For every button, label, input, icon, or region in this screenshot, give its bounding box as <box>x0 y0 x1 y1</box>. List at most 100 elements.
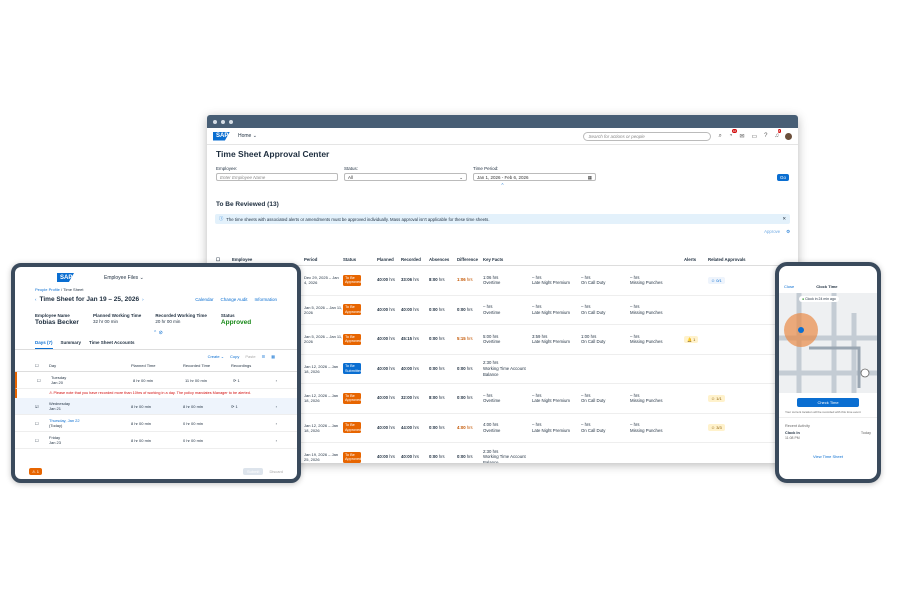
crumb-people-profile[interactable]: People Profile <box>35 287 60 292</box>
window-chrome <box>207 115 798 128</box>
info-text: The time sheets with associated alerts o… <box>226 216 490 222</box>
warning-count[interactable]: ⚠ 1 <box>29 468 42 475</box>
expand-icon[interactable]: ⌃ ⊘ <box>153 330 163 336</box>
day-row[interactable]: ☐ Thursday, Jan 22 (Today) 8 hr 00 min 0 … <box>15 415 297 432</box>
header-facts: Employee Name Tobias Becker Planned Worki… <box>15 303 297 326</box>
table-row[interactable]: ☐ Jan 19, 2026 – Jan 25, 2026 To Be Appr… <box>216 443 792 463</box>
table-row[interactable]: Jan 5, 2026 – Jan 11, 2026 To Be Approve… <box>216 325 792 355</box>
col-planned: Planned Time <box>131 363 156 368</box>
title-bar: ‹ Time Sheet for Jan 19 – 25, 2026 › Cal… <box>15 292 297 303</box>
table-row[interactable]: ☐ Jan 12, 2026 – Jan 18, 2026 To Be Appr… <box>216 384 792 414</box>
day-row[interactable]: ☑ Wednesday Jan 21 8 hr 00 min 8 hr 00 mi… <box>15 398 297 415</box>
navigate-icon[interactable]: › <box>275 437 277 443</box>
check-time-button[interactable]: Check Time <box>797 398 859 407</box>
day-cell: Thursday, Jan 22 (Today) <box>49 418 80 428</box>
prev-icon[interactable]: ‹ <box>35 297 37 302</box>
fact-late-night: – hrs Late Night Premium <box>532 392 570 404</box>
clock-note: ● Clock in 24 min ago <box>799 296 839 302</box>
related-approvals-badge[interactable]: ☺ 3/3 <box>708 424 725 432</box>
period-cell: Jan 5, 2026 – Jan 11, 2026 <box>304 334 343 345</box>
view-timesheet-link[interactable]: View Time Sheet <box>813 454 843 459</box>
collapse-header-icon[interactable]: ⌃ <box>500 183 505 189</box>
col-key-facts: Key Facts <box>483 257 504 263</box>
table-row[interactable]: ☐ Jan 12, 2026 – Jan 18, 2026 To Be Subm… <box>216 355 792 384</box>
notifications-icon[interactable]: ◔ 10 <box>728 129 738 139</box>
day-row[interactable]: ☐ Friday Jan 23 8 hr 00 min 0 hr 00 min › <box>15 432 297 449</box>
discard-button[interactable]: Discard <box>269 469 283 474</box>
col-recorded: Recorded Time <box>183 363 211 368</box>
related-cell: ☺ 1/1 <box>708 394 748 402</box>
settings-icon[interactable]: ⚙ <box>786 229 790 234</box>
table-row[interactable]: Dec 29, 2025 – Jan 4, 2026 To Be Approve… <box>216 266 792 296</box>
tab-summary[interactable]: Summary <box>60 340 82 345</box>
search-icon[interactable]: ⌕ <box>718 132 722 139</box>
messages-icon[interactable]: ✉ <box>739 133 745 140</box>
recorded-cell: 45:15 hrs <box>401 336 420 342</box>
employee-input[interactable]: Enter Employee Name <box>216 173 338 181</box>
tab-days[interactable]: Days (7) <box>35 340 53 349</box>
home-menu[interactable]: Home ⌄ <box>238 133 257 139</box>
absences-cell: 8:00 hrs <box>429 277 445 283</box>
chat-icon[interactable]: ▭ <box>751 133 758 140</box>
crumb-time-sheet: Time Sheet <box>63 287 84 292</box>
fact-late-night: – hrs Late Night Premium <box>532 422 570 433</box>
sap-logo[interactable]: SAP <box>57 273 74 282</box>
paste-button[interactable]: Paste <box>245 354 256 359</box>
col-difference: Difference <box>457 257 479 263</box>
alert-badge[interactable]: 🔔 1 <box>684 335 699 343</box>
related-approvals-badge[interactable]: ☺ 0/1 <box>708 276 725 284</box>
map[interactable]: ● Clock in 24 min ago <box>779 293 877 393</box>
next-icon[interactable]: › <box>142 297 144 302</box>
day-checkbox[interactable]: ☑ <box>35 403 39 409</box>
avatar[interactable] <box>785 132 792 140</box>
status-select[interactable]: All ⌄ <box>344 173 467 181</box>
navigate-icon[interactable]: › <box>275 403 277 409</box>
submit-button[interactable]: Submit <box>242 468 264 475</box>
status-badge: To Be Submitted <box>343 363 363 375</box>
calendar-view-icon[interactable]: ▦ <box>271 354 275 359</box>
status-badge: To Be Approved <box>343 392 362 404</box>
info-strip: ⓘ The time sheets with associated alerts … <box>215 214 790 224</box>
change-audit-link[interactable]: Change Audit <box>220 297 248 302</box>
period-cell: Jan 12, 2026 – Jan 18, 2026 <box>304 393 339 404</box>
select-all-checkbox[interactable]: ☐ <box>35 363 39 368</box>
period-input[interactable]: Jan 1, 2026 - Feb 6, 2026 ▦ <box>473 173 596 181</box>
table-row[interactable]: ☐ Jan 12, 2026 – Jan 18, 2026 To Be Appr… <box>216 414 792 443</box>
day-checkbox[interactable]: ☐ <box>35 437 39 443</box>
go-button[interactable]: Go <box>776 174 789 181</box>
copy-button[interactable]: Copy <box>230 354 240 359</box>
bell-icon[interactable]: ♫ 8 <box>774 129 782 139</box>
help-icon[interactable]: ? <box>764 133 768 139</box>
navigate-icon[interactable]: › <box>275 420 277 426</box>
status-cell: To Be Submitted <box>343 363 377 375</box>
create-button[interactable]: Create ⌄ <box>207 354 225 359</box>
app-menu[interactable]: Employee Files ⌄ <box>104 274 144 281</box>
day-row[interactable]: ☐ Tuesday Jan 20 8 hr 00 min 11 hr 00 min… <box>15 372 297 389</box>
navigate-icon[interactable]: › <box>275 377 277 383</box>
close-icon[interactable]: ✕ <box>782 216 786 221</box>
select-all-checkbox[interactable]: ☐ <box>216 257 220 263</box>
search-input[interactable]: Search for actions or people <box>583 131 712 141</box>
day-cell: Tuesday Jan 20 <box>51 375 67 385</box>
clock-in-label: Clock In <box>785 431 800 435</box>
approve-button[interactable]: Approve <box>764 229 781 234</box>
table-row[interactable]: Jan 5, 2026 – Jan 11, 2026 To Be Approve… <box>216 296 792 325</box>
filter-bar: Employee: Enter Employee Name Status: All ⌄… <box>207 159 798 181</box>
day-checkbox[interactable]: ☐ <box>37 377 41 383</box>
calendar-link[interactable]: Calendar <box>195 297 214 302</box>
planned-cell: 40:00 hrs <box>377 306 396 312</box>
fact-on-call: – hrs On Call Duty <box>581 422 606 433</box>
tab-accounts[interactable]: Time Sheet Accounts <box>89 340 135 345</box>
recorded-cell: 40:00 hrs <box>401 365 420 371</box>
close-button[interactable]: Close <box>784 284 795 289</box>
status-cell: To Be Approved <box>343 451 377 463</box>
status-value: Approved <box>220 319 252 326</box>
calendar-icon: ▦ <box>587 175 592 180</box>
sap-logo[interactable]: SAP <box>213 131 230 141</box>
list-view-icon[interactable]: ☰ <box>261 354 266 359</box>
phone-frame: Close Clock Time ● Clock in 24 min ago Ch… <box>775 262 881 483</box>
information-link[interactable]: Information <box>254 297 277 302</box>
info-icon: ⓘ <box>219 216 224 221</box>
day-checkbox[interactable]: ☐ <box>35 420 39 426</box>
related-approvals-badge[interactable]: ☺ 1/1 <box>708 394 725 402</box>
